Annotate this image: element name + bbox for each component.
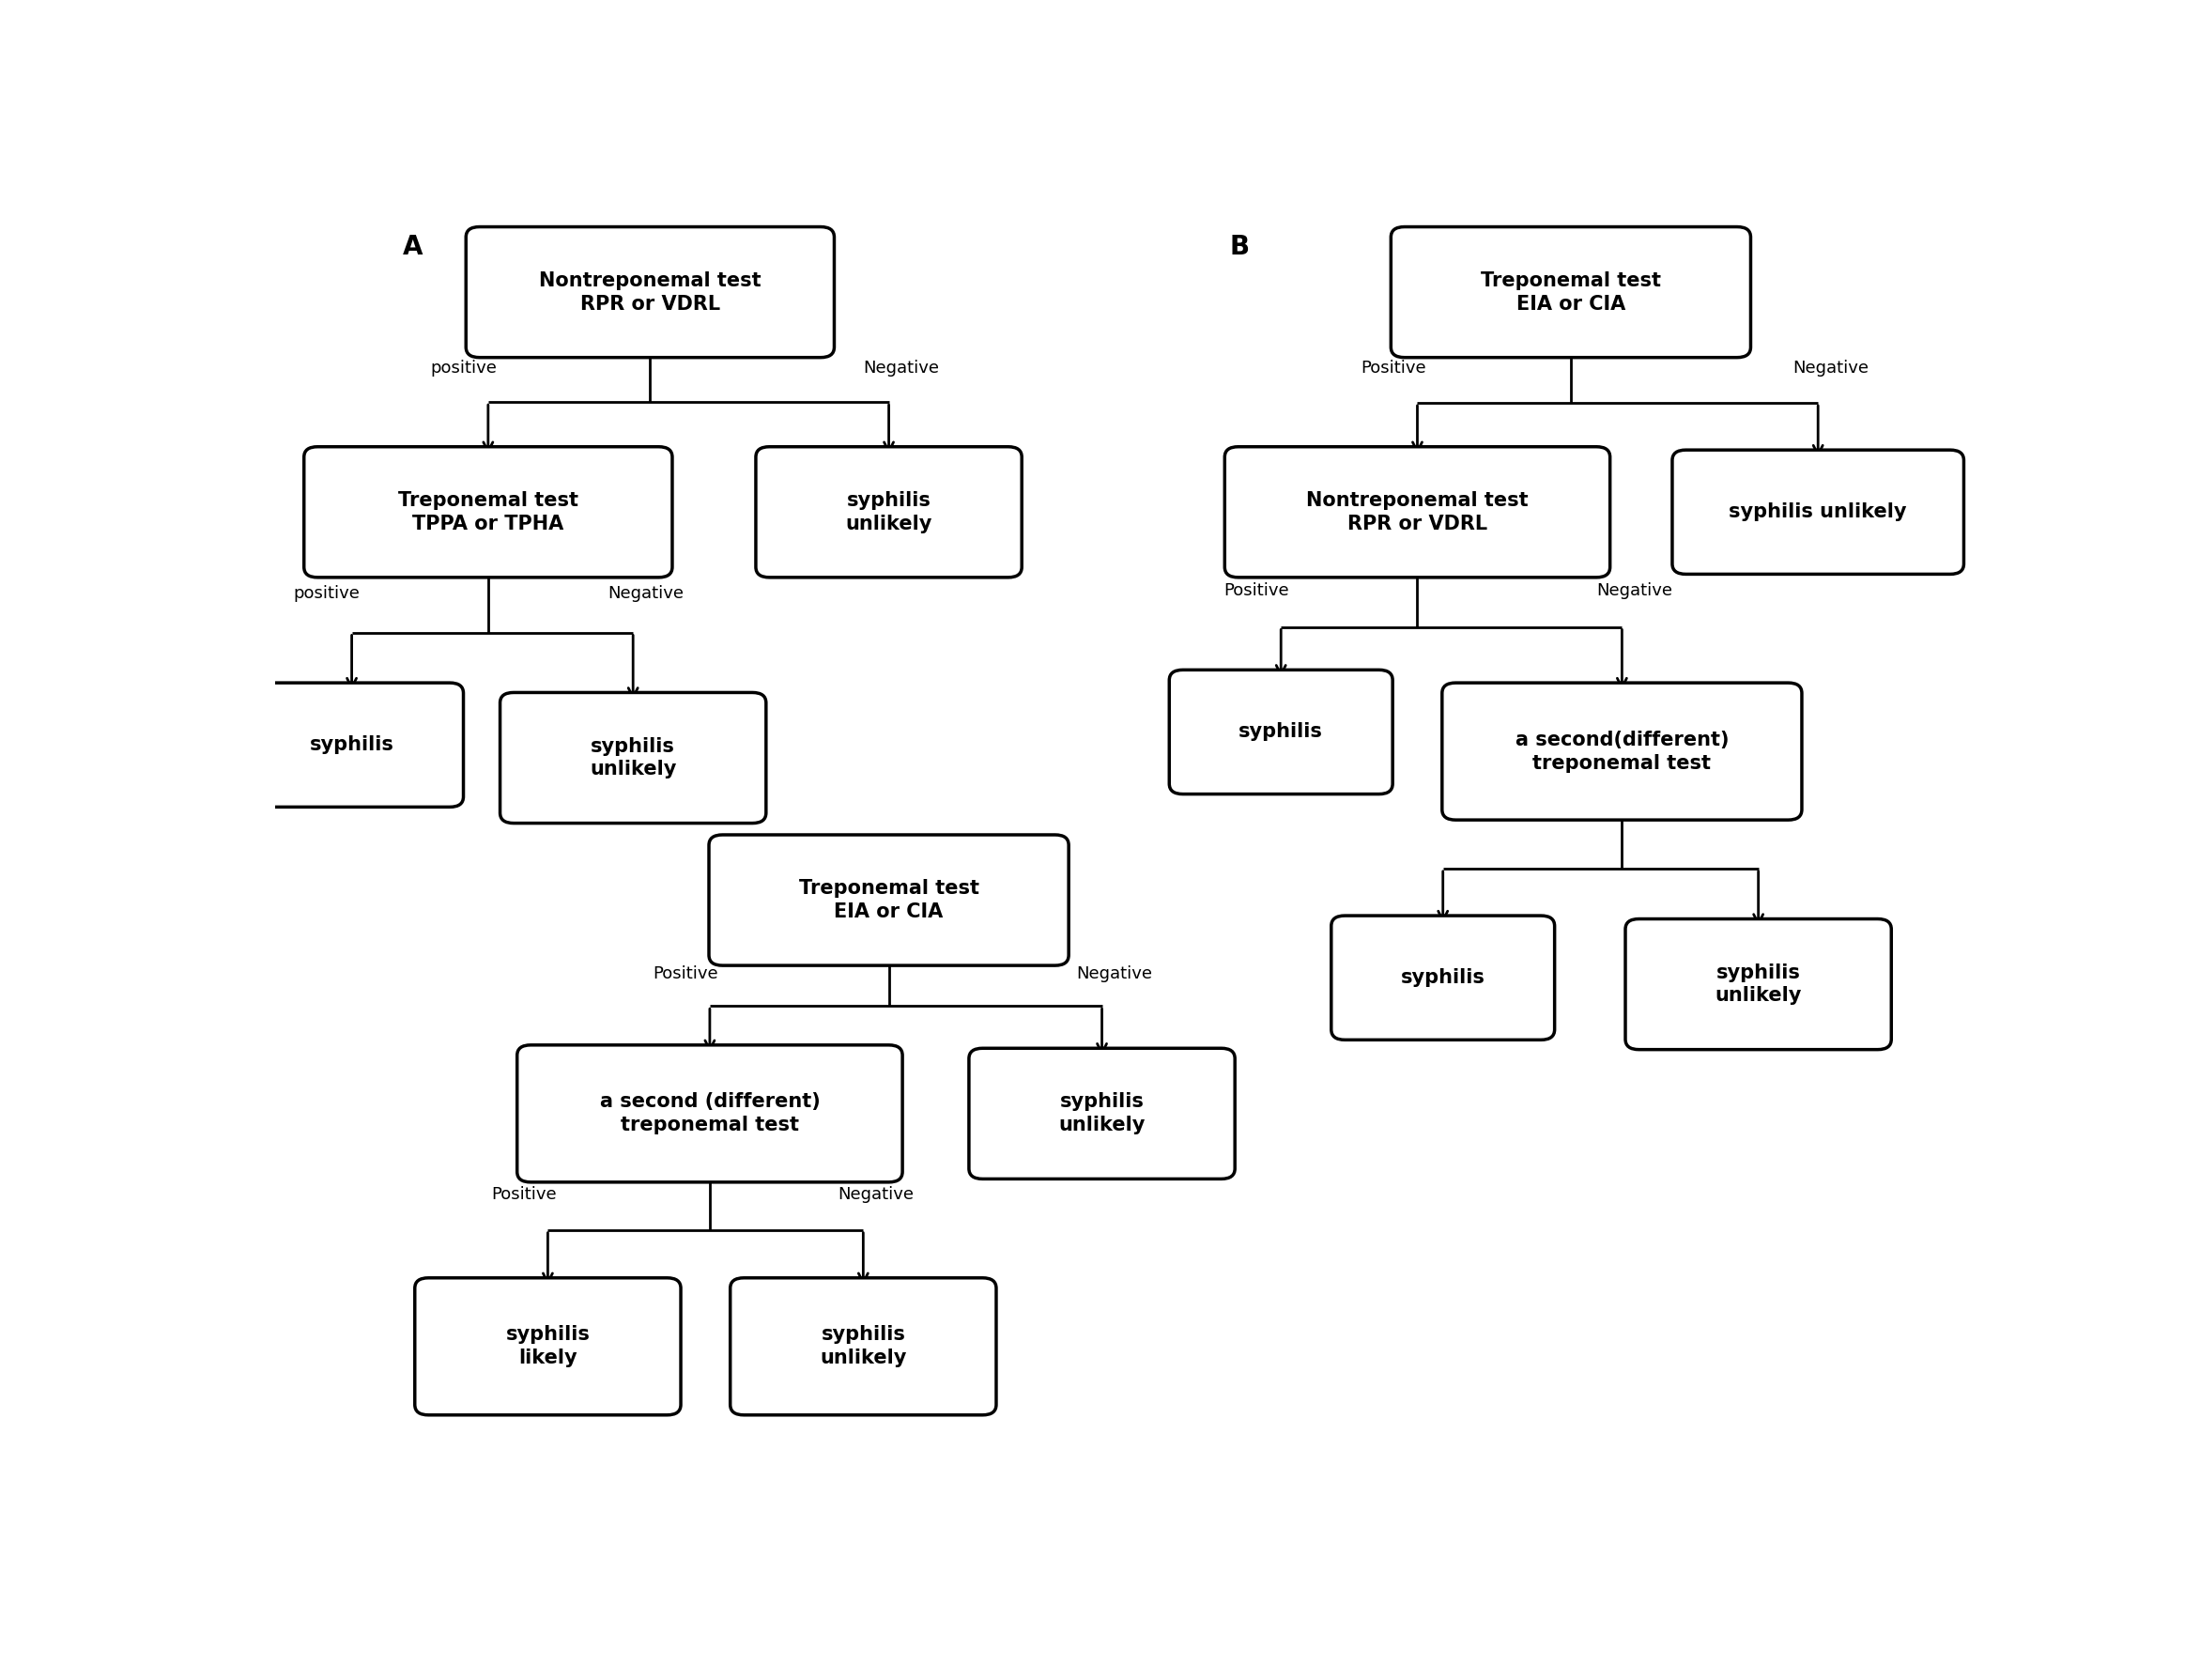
Text: Treponemal test
EIA or CIA: Treponemal test EIA or CIA <box>1481 270 1661 312</box>
Text: a second (different)
treponemal test: a second (different) treponemal test <box>601 1092 821 1134</box>
FancyBboxPatch shape <box>1331 916 1555 1040</box>
Text: syphilis
unlikely: syphilis unlikely <box>845 491 933 533</box>
Text: Nontreponemal test
RPR or VDRL: Nontreponemal test RPR or VDRL <box>539 270 761 312</box>
FancyBboxPatch shape <box>730 1278 997 1415</box>
Text: Positive: Positive <box>653 966 719 983</box>
Text: C: C <box>711 848 728 875</box>
FancyBboxPatch shape <box>499 692 766 823</box>
Text: Positive: Positive <box>1360 360 1426 376</box>
Text: Negative: Negative <box>862 360 939 376</box>
Text: Negative: Negative <box>1793 360 1868 376</box>
Text: syphilis: syphilis <box>1239 722 1322 741</box>
FancyBboxPatch shape <box>1672 450 1965 575</box>
FancyBboxPatch shape <box>466 227 834 358</box>
Text: syphilis: syphilis <box>310 736 394 754</box>
Text: Negative: Negative <box>1076 966 1153 983</box>
Text: syphilis unlikely: syphilis unlikely <box>1729 502 1907 521</box>
Text: syphilis
unlikely: syphilis unlikely <box>1058 1092 1146 1134</box>
Text: Negative: Negative <box>838 1186 913 1203</box>
FancyBboxPatch shape <box>304 447 673 578</box>
Text: Nontreponemal test
RPR or VDRL: Nontreponemal test RPR or VDRL <box>1307 491 1529 533</box>
FancyBboxPatch shape <box>1390 227 1751 358</box>
Text: a second(different)
treponemal test: a second(different) treponemal test <box>1516 731 1729 773</box>
FancyBboxPatch shape <box>968 1048 1234 1179</box>
Text: positive: positive <box>431 360 497 376</box>
FancyBboxPatch shape <box>416 1278 680 1415</box>
Text: syphilis
likely: syphilis likely <box>506 1326 590 1368</box>
FancyBboxPatch shape <box>1626 919 1892 1050</box>
Text: Treponemal test
EIA or CIA: Treponemal test EIA or CIA <box>799 879 979 921</box>
Text: syphilis
unlikely: syphilis unlikely <box>821 1326 906 1368</box>
Text: Treponemal test
TPPA or TPHA: Treponemal test TPPA or TPHA <box>398 491 579 533</box>
FancyBboxPatch shape <box>1441 682 1802 820</box>
Text: Negative: Negative <box>607 585 684 601</box>
FancyBboxPatch shape <box>517 1045 902 1183</box>
FancyBboxPatch shape <box>1225 447 1610 578</box>
Text: syphilis
unlikely: syphilis unlikely <box>1716 963 1802 1005</box>
Text: Positive: Positive <box>1223 581 1289 600</box>
Text: B: B <box>1230 234 1250 260</box>
FancyBboxPatch shape <box>240 682 464 806</box>
Text: syphilis: syphilis <box>1401 968 1485 988</box>
Text: A: A <box>403 234 422 260</box>
FancyBboxPatch shape <box>708 835 1069 966</box>
FancyBboxPatch shape <box>757 447 1021 578</box>
Text: Positive: Positive <box>491 1186 557 1203</box>
FancyBboxPatch shape <box>1168 670 1393 795</box>
Text: positive: positive <box>295 585 361 601</box>
Text: Negative: Negative <box>1597 581 1672 600</box>
Text: syphilis
unlikely: syphilis unlikely <box>590 738 675 780</box>
